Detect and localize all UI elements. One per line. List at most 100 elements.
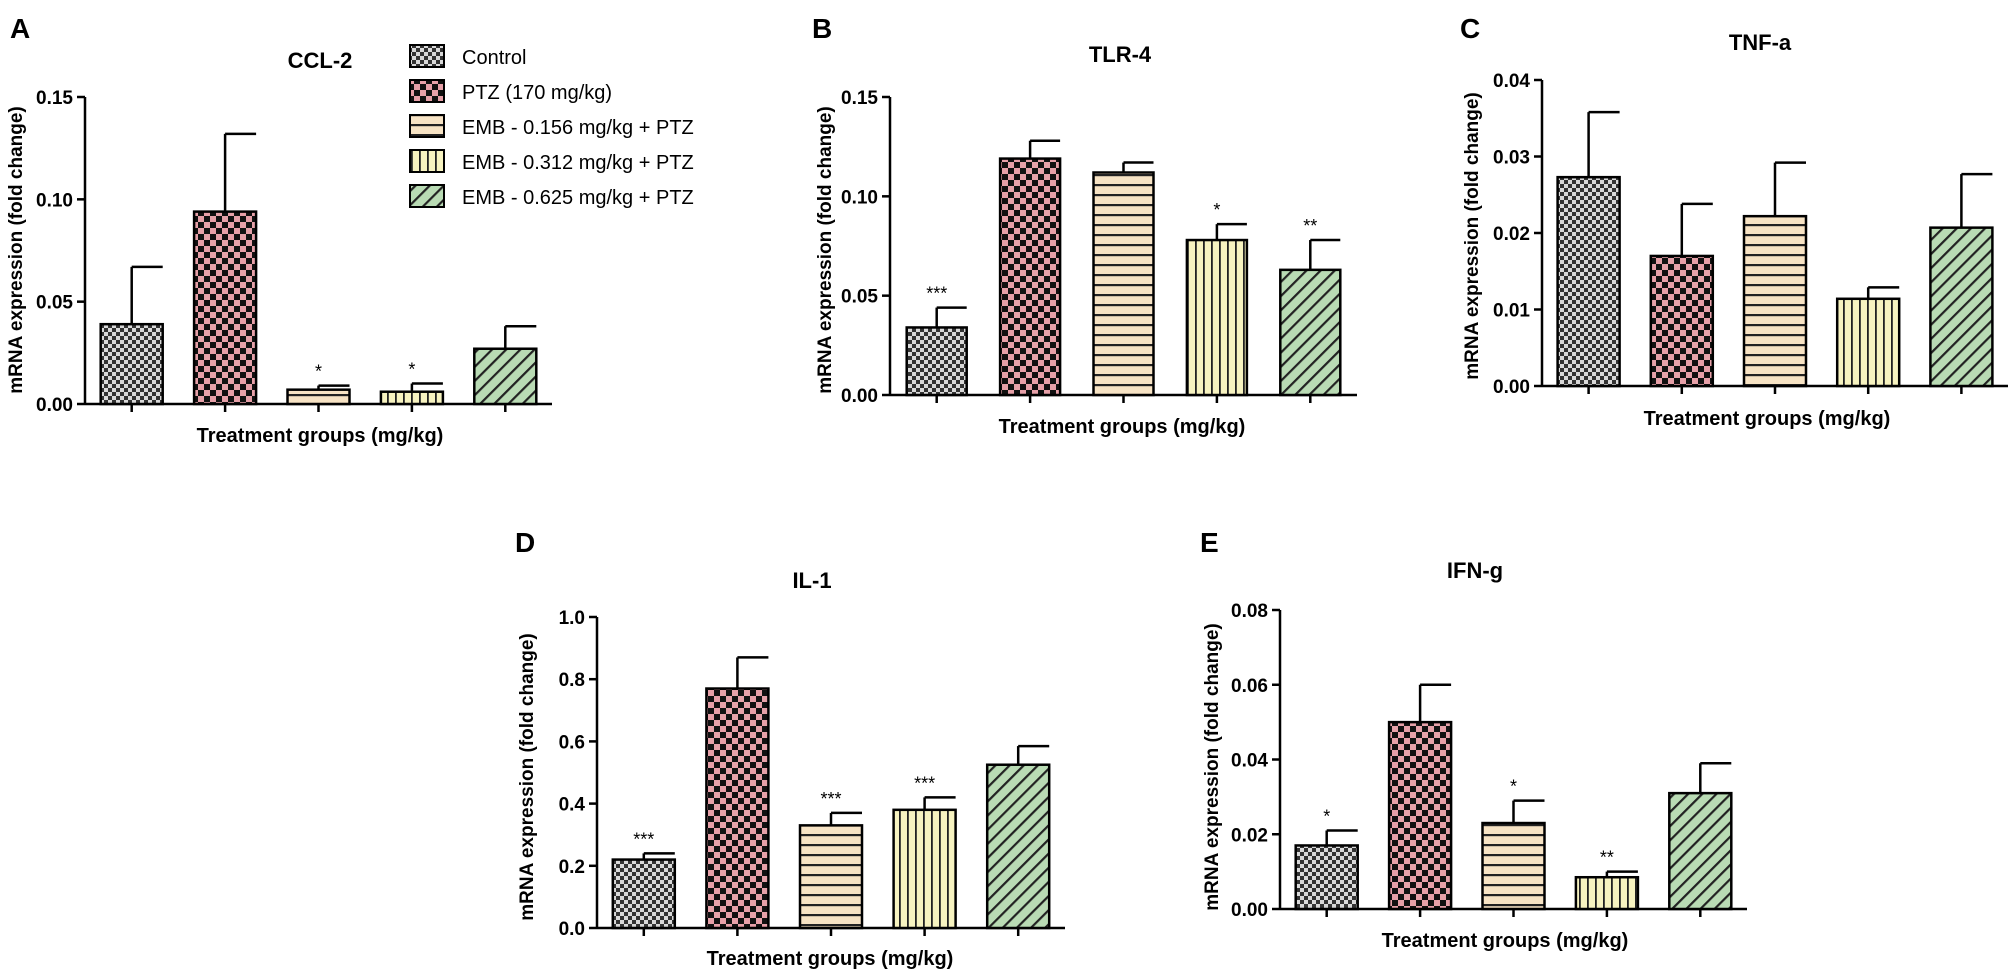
panel-a: A CCL-2 0.00 0.05 0.10 0.15 mRNA expression (f… <box>6 13 552 447</box>
bar-b-3 <box>1092 171 1155 397</box>
y-tick-label: 0.15 <box>36 88 73 109</box>
y-tick-label: 0.10 <box>36 190 73 211</box>
chart-title: IL-1 <box>792 568 831 593</box>
y-tick-label: 0.00 <box>1493 377 1530 398</box>
significance-marker: * <box>315 362 322 382</box>
y-axis-label: mRNA expression (fold change) <box>815 106 836 394</box>
legend-item: EMB - 0.156 mg/kg + PTZ <box>409 114 694 139</box>
bar-d-2 <box>705 687 770 930</box>
significance-marker: * <box>1323 807 1330 827</box>
significance-marker: * <box>408 360 415 380</box>
bar-a-4 <box>379 390 445 406</box>
bar-d-5 <box>985 763 1051 930</box>
y-tick-label: 0.01 <box>1493 301 1530 322</box>
bar-e-3 <box>1481 821 1546 911</box>
legend: Control PTZ (170 mg/kg) EMB - 0.156 mg/kg … <box>409 44 694 209</box>
x-axis-label: Treatment groups (mg/kg) <box>999 416 1246 438</box>
bar-c-2 <box>1649 254 1715 388</box>
chart-title: TLR-4 <box>1089 42 1152 67</box>
chart-title: TNF-a <box>1729 30 1792 55</box>
bar-b-2 <box>998 157 1062 397</box>
significance-marker: *** <box>926 284 947 304</box>
y-tick-label: 0.05 <box>841 287 878 308</box>
legend-label: Control <box>462 47 526 69</box>
significance-marker: *** <box>633 829 654 849</box>
y-tick-label: 0.03 <box>1493 148 1530 169</box>
panel-letter: A <box>10 13 30 44</box>
y-tick-label: 0.02 <box>1231 825 1268 846</box>
y-tick-label: 0.0 <box>559 919 585 940</box>
y-tick-label: 0.08 <box>1231 601 1268 622</box>
legend-swatch <box>409 184 445 208</box>
x-axis-label: Treatment groups (mg/kg) <box>197 425 444 447</box>
y-tick-label: 0.00 <box>841 386 878 407</box>
bar-a-5 <box>473 347 538 406</box>
legend-swatch <box>409 44 445 68</box>
significance-marker: ** <box>1303 216 1317 236</box>
panel-letter: D <box>515 527 535 558</box>
significance-marker: ** <box>1600 848 1614 868</box>
y-tick-label: 0.00 <box>1231 900 1268 921</box>
panel-e: E IFN-g 0.00 0.02 0.04 0.06 0.08 mRNA expressio… <box>1200 527 1747 952</box>
bar-a-2 <box>192 210 258 406</box>
y-tick-label: 1.0 <box>559 608 585 629</box>
bar-d-4 <box>892 808 957 930</box>
legend-swatch <box>409 114 445 138</box>
y-axis-label: mRNA expression (fold change) <box>6 106 27 394</box>
legend-label: EMB - 0.156 mg/kg + PTZ <box>462 117 694 139</box>
y-tick-label: 0.06 <box>1231 676 1268 697</box>
bar-e-1 <box>1294 844 1359 911</box>
y-tick-label: 0.04 <box>1231 751 1268 772</box>
panel-letter: E <box>1200 527 1219 558</box>
bar-a-1 <box>99 322 164 406</box>
panel-c: C TNF-a 0.00 0.01 0.02 0.03 0.04 mRNA expressio… <box>1460 13 2008 430</box>
chart-title: CCL-2 <box>288 48 353 73</box>
bar-b-4 <box>1185 238 1249 397</box>
legend-item: PTZ (170 mg/kg) <box>409 79 612 104</box>
panel-letter: B <box>812 13 832 44</box>
significance-marker: *** <box>820 789 841 809</box>
panel-d: D IL-1 0.0 0.2 0.4 0.6 0.8 1.0 mRNA expression (… <box>515 527 1065 970</box>
bar-e-4 <box>1574 875 1640 911</box>
legend-item: EMB - 0.625 mg/kg + PTZ <box>409 184 694 209</box>
chart-title: IFN-g <box>1447 558 1503 583</box>
bar-c-5 <box>1929 226 1994 388</box>
y-tick-label: 0.04 <box>1493 71 1530 92</box>
y-tick-label: 0.00 <box>36 395 73 416</box>
bar-e-5 <box>1668 791 1733 911</box>
significance-marker: *** <box>914 773 935 793</box>
y-tick-label: 0.15 <box>841 88 878 109</box>
y-tick-label: 0.02 <box>1493 224 1530 245</box>
bar-b-1 <box>905 326 968 397</box>
significance-marker: * <box>1510 777 1517 797</box>
bar-c-3 <box>1742 214 1808 388</box>
legend-item: EMB - 0.312 mg/kg + PTZ <box>409 149 694 174</box>
bar-c-4 <box>1835 297 1901 388</box>
y-tick-label: 0.8 <box>559 670 585 691</box>
bar-e-2 <box>1387 720 1453 911</box>
y-axis-label: mRNA expression (fold change) <box>517 633 538 921</box>
panel-letter: C <box>1460 13 1480 44</box>
bar-c-1 <box>1556 175 1621 388</box>
legend-label: PTZ (170 mg/kg) <box>462 82 612 104</box>
bar-a-3 <box>286 388 351 406</box>
legend-swatch <box>409 79 445 103</box>
legend-label: EMB - 0.625 mg/kg + PTZ <box>462 187 694 209</box>
legend-label: EMB - 0.312 mg/kg + PTZ <box>462 152 694 174</box>
y-tick-label: 0.6 <box>559 732 585 753</box>
x-axis-label: Treatment groups (mg/kg) <box>1644 408 1891 430</box>
y-axis-label: mRNA expression (fold change) <box>1462 92 1483 380</box>
y-axis-label: mRNA expression (fold change) <box>1202 623 1223 911</box>
y-tick-label: 0.4 <box>559 795 586 816</box>
legend-item: Control <box>409 44 526 69</box>
legend-swatch <box>409 149 445 173</box>
bar-d-3 <box>798 824 864 930</box>
y-tick-label: 0.05 <box>36 293 73 314</box>
significance-marker: * <box>1213 200 1220 220</box>
y-tick-label: 0.2 <box>559 857 585 878</box>
x-axis-label: Treatment groups (mg/kg) <box>1382 930 1629 952</box>
bar-d-1 <box>611 858 677 930</box>
bar-b-5 <box>1279 268 1342 397</box>
